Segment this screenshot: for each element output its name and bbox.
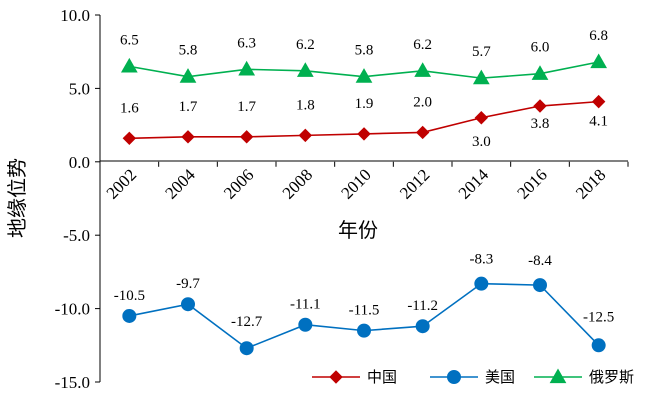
data-label: -9.7 bbox=[176, 276, 200, 292]
data-label: 5.8 bbox=[179, 43, 198, 59]
data-point bbox=[298, 317, 313, 332]
y-axis-title: 地缘位势 bbox=[5, 158, 29, 238]
data-point bbox=[298, 128, 313, 143]
data-label: 1.6 bbox=[120, 100, 139, 116]
data-point bbox=[415, 125, 430, 140]
data-point bbox=[590, 53, 608, 69]
x-axis-title: 年份 bbox=[338, 218, 378, 242]
data-label: 6.3 bbox=[237, 35, 256, 51]
data-label: 4.1 bbox=[589, 114, 608, 130]
legend-item: 中国 bbox=[312, 368, 397, 386]
x-tick-label: 2002 bbox=[103, 165, 140, 202]
data-label: 6.2 bbox=[296, 37, 315, 53]
legend: 中国 美国 俄罗斯 bbox=[312, 368, 634, 386]
x-tick-label: 2012 bbox=[396, 165, 433, 202]
legend-item: 俄罗斯 bbox=[534, 368, 634, 386]
data-point bbox=[120, 57, 138, 73]
data-point bbox=[474, 276, 489, 291]
data-label: 1.7 bbox=[179, 99, 198, 115]
legend-marker bbox=[329, 370, 343, 384]
data-labels: 1.6 1.7 1.7 1.8 1.9 2.0 3.0 3.8 4.1 -10.5 -9.7 -12.… bbox=[114, 28, 615, 330]
data-point bbox=[181, 297, 195, 312]
data-label: 6.0 bbox=[531, 40, 550, 56]
data-label: 5.8 bbox=[355, 43, 374, 59]
data-point bbox=[181, 130, 195, 144]
data-label: -11.5 bbox=[349, 303, 380, 319]
y-tick-label: 5.0 bbox=[69, 79, 90, 98]
data-label: -10.5 bbox=[114, 288, 145, 304]
data-point bbox=[122, 308, 137, 323]
data-point bbox=[414, 62, 432, 77]
series-circle bbox=[122, 276, 606, 356]
data-point bbox=[122, 131, 137, 146]
data-label: 6.2 bbox=[413, 37, 432, 53]
x-tick-label: 2016 bbox=[513, 165, 550, 202]
data-label: -8.4 bbox=[528, 253, 552, 269]
data-point bbox=[591, 94, 606, 109]
series-diamond bbox=[122, 94, 606, 146]
x-tick-label: 2006 bbox=[220, 165, 257, 202]
x-tick-label: 2014 bbox=[455, 165, 493, 203]
data-point bbox=[357, 127, 371, 141]
data-point bbox=[533, 278, 547, 293]
y-ticks: 10.0 5.0 0.0 -5.0 -10.0 -15.0 bbox=[55, 6, 100, 392]
data-label: -12.5 bbox=[583, 309, 614, 325]
data-point bbox=[296, 62, 314, 77]
data-point bbox=[238, 60, 256, 76]
legend-label: 俄罗斯 bbox=[589, 368, 634, 386]
y-tick-label: 0.0 bbox=[69, 153, 90, 172]
data-point bbox=[533, 99, 547, 113]
data-point bbox=[531, 65, 549, 80]
data-point bbox=[591, 338, 606, 353]
data-point bbox=[472, 69, 490, 85]
data-label: -11.2 bbox=[407, 298, 438, 314]
data-label: 3.8 bbox=[531, 116, 550, 132]
data-point bbox=[179, 68, 197, 83]
legend-marker bbox=[447, 370, 461, 384]
data-label: -12.7 bbox=[231, 314, 263, 330]
series-triangle bbox=[120, 53, 608, 85]
data-point bbox=[474, 111, 489, 125]
data-label: 1.8 bbox=[296, 97, 315, 113]
data-point bbox=[239, 341, 254, 356]
x-tick-label: 2004 bbox=[161, 165, 199, 203]
y-tick-label: 10.0 bbox=[60, 6, 90, 25]
x-tick-label: 2008 bbox=[279, 165, 316, 202]
data-point bbox=[239, 130, 254, 144]
y-tick-label: -10.0 bbox=[55, 300, 90, 319]
data-label: 6.8 bbox=[589, 28, 608, 44]
legend-label: 中国 bbox=[367, 368, 397, 386]
x-tick-label: 2018 bbox=[572, 165, 609, 202]
data-label: -8.3 bbox=[469, 252, 493, 268]
series-layer bbox=[120, 53, 608, 356]
data-point bbox=[357, 323, 371, 338]
data-label: 1.7 bbox=[237, 99, 256, 115]
data-label: 3.0 bbox=[472, 134, 491, 150]
legend-item: 美国 bbox=[430, 368, 515, 386]
y-tick-label: -15.0 bbox=[55, 373, 90, 392]
data-label: -11.1 bbox=[290, 297, 321, 313]
legend-marker bbox=[549, 368, 567, 384]
legend-label: 美国 bbox=[485, 368, 515, 386]
data-point bbox=[415, 319, 430, 334]
data-point bbox=[355, 68, 373, 83]
x-ticks: 2002 2004 2006 2008 2010 2012 2014 2016 2018 bbox=[99, 161, 629, 203]
data-label: 1.9 bbox=[355, 96, 374, 112]
x-tick-label: 2010 bbox=[337, 165, 374, 202]
data-label: 2.0 bbox=[413, 94, 432, 110]
axes bbox=[99, 15, 628, 382]
data-label: 5.7 bbox=[472, 44, 491, 60]
data-label: 6.5 bbox=[120, 32, 139, 48]
y-tick-label: -5.0 bbox=[63, 226, 90, 245]
